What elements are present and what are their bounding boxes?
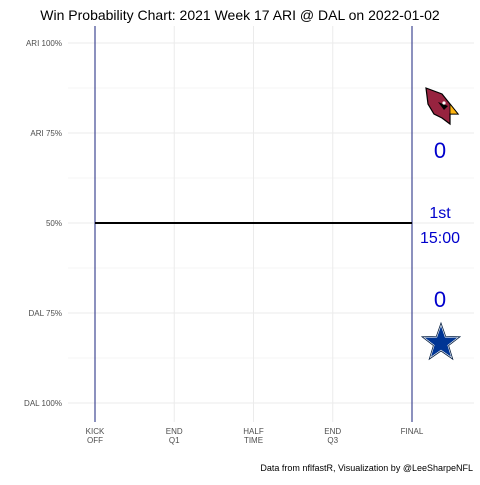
y-tick-label: DAL 100%	[24, 399, 62, 408]
star-logo-icon	[419, 319, 463, 362]
home-score: 0	[434, 287, 446, 312]
x-tick-label: HALF TIME	[243, 427, 264, 445]
game-quarter: 1st	[429, 205, 451, 222]
game-clock: 15:00	[420, 230, 460, 247]
chart-title: Win Probability Chart: 2021 Week 17 ARI …	[40, 7, 440, 23]
x-tick-label: END Q3	[324, 427, 341, 445]
x-tick-label: END Q1	[166, 427, 183, 445]
x-tick-label: FINAL	[401, 427, 424, 436]
y-tick-label: ARI 100%	[26, 39, 62, 48]
away-score: 0	[434, 138, 446, 163]
y-tick-label: 50%	[46, 219, 62, 228]
x-tick-label: KICK OFF	[86, 427, 105, 445]
y-tick-label: ARI 75%	[30, 129, 62, 138]
chart-caption: Data from nflfastR, Visualization by @Le…	[260, 463, 473, 473]
cardinal-logo-icon	[425, 87, 460, 126]
y-tick-label: DAL 75%	[29, 309, 63, 318]
